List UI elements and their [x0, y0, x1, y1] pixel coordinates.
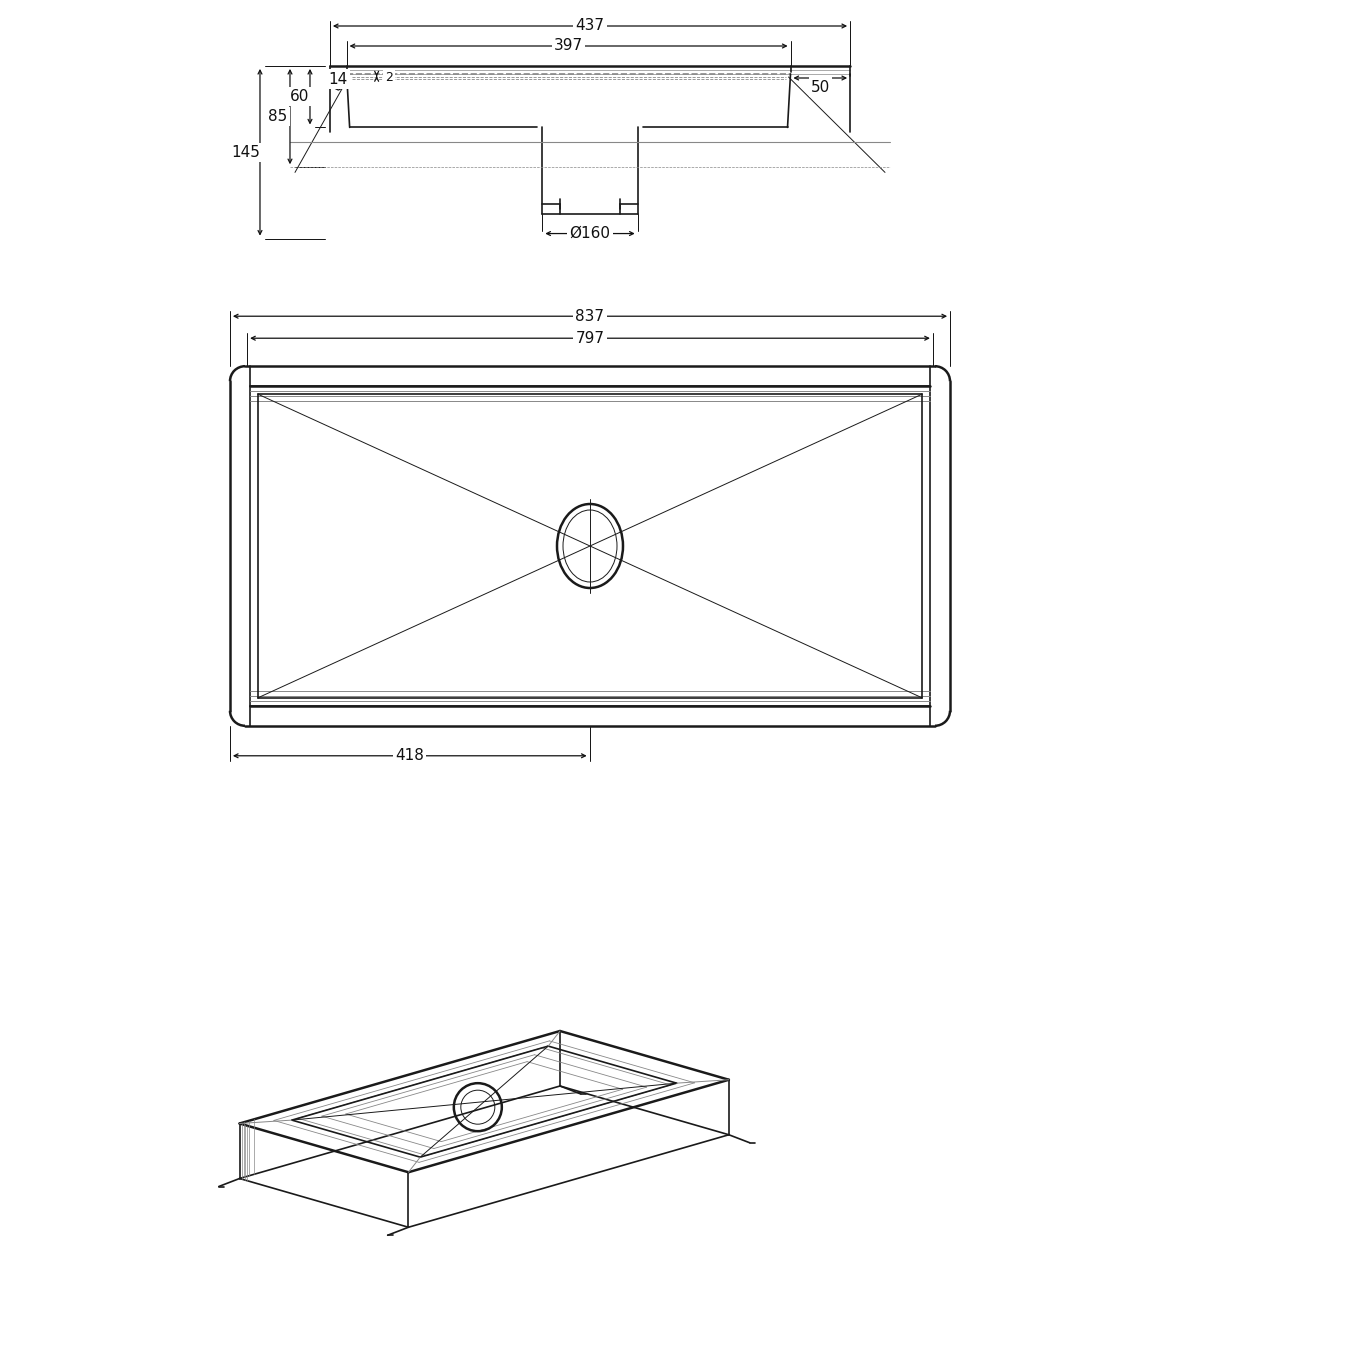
Text: 60: 60: [291, 89, 310, 104]
Text: 418: 418: [395, 749, 425, 764]
Text: 14: 14: [329, 71, 348, 86]
Text: 2: 2: [385, 71, 392, 85]
Text: 437: 437: [575, 19, 605, 34]
Text: 837: 837: [575, 309, 605, 324]
Text: Ø160: Ø160: [570, 225, 611, 240]
Text: 145: 145: [232, 145, 261, 160]
Text: 797: 797: [575, 331, 605, 346]
Text: 50: 50: [810, 79, 831, 94]
Text: 85: 85: [268, 109, 288, 124]
Text: 397: 397: [555, 38, 583, 53]
